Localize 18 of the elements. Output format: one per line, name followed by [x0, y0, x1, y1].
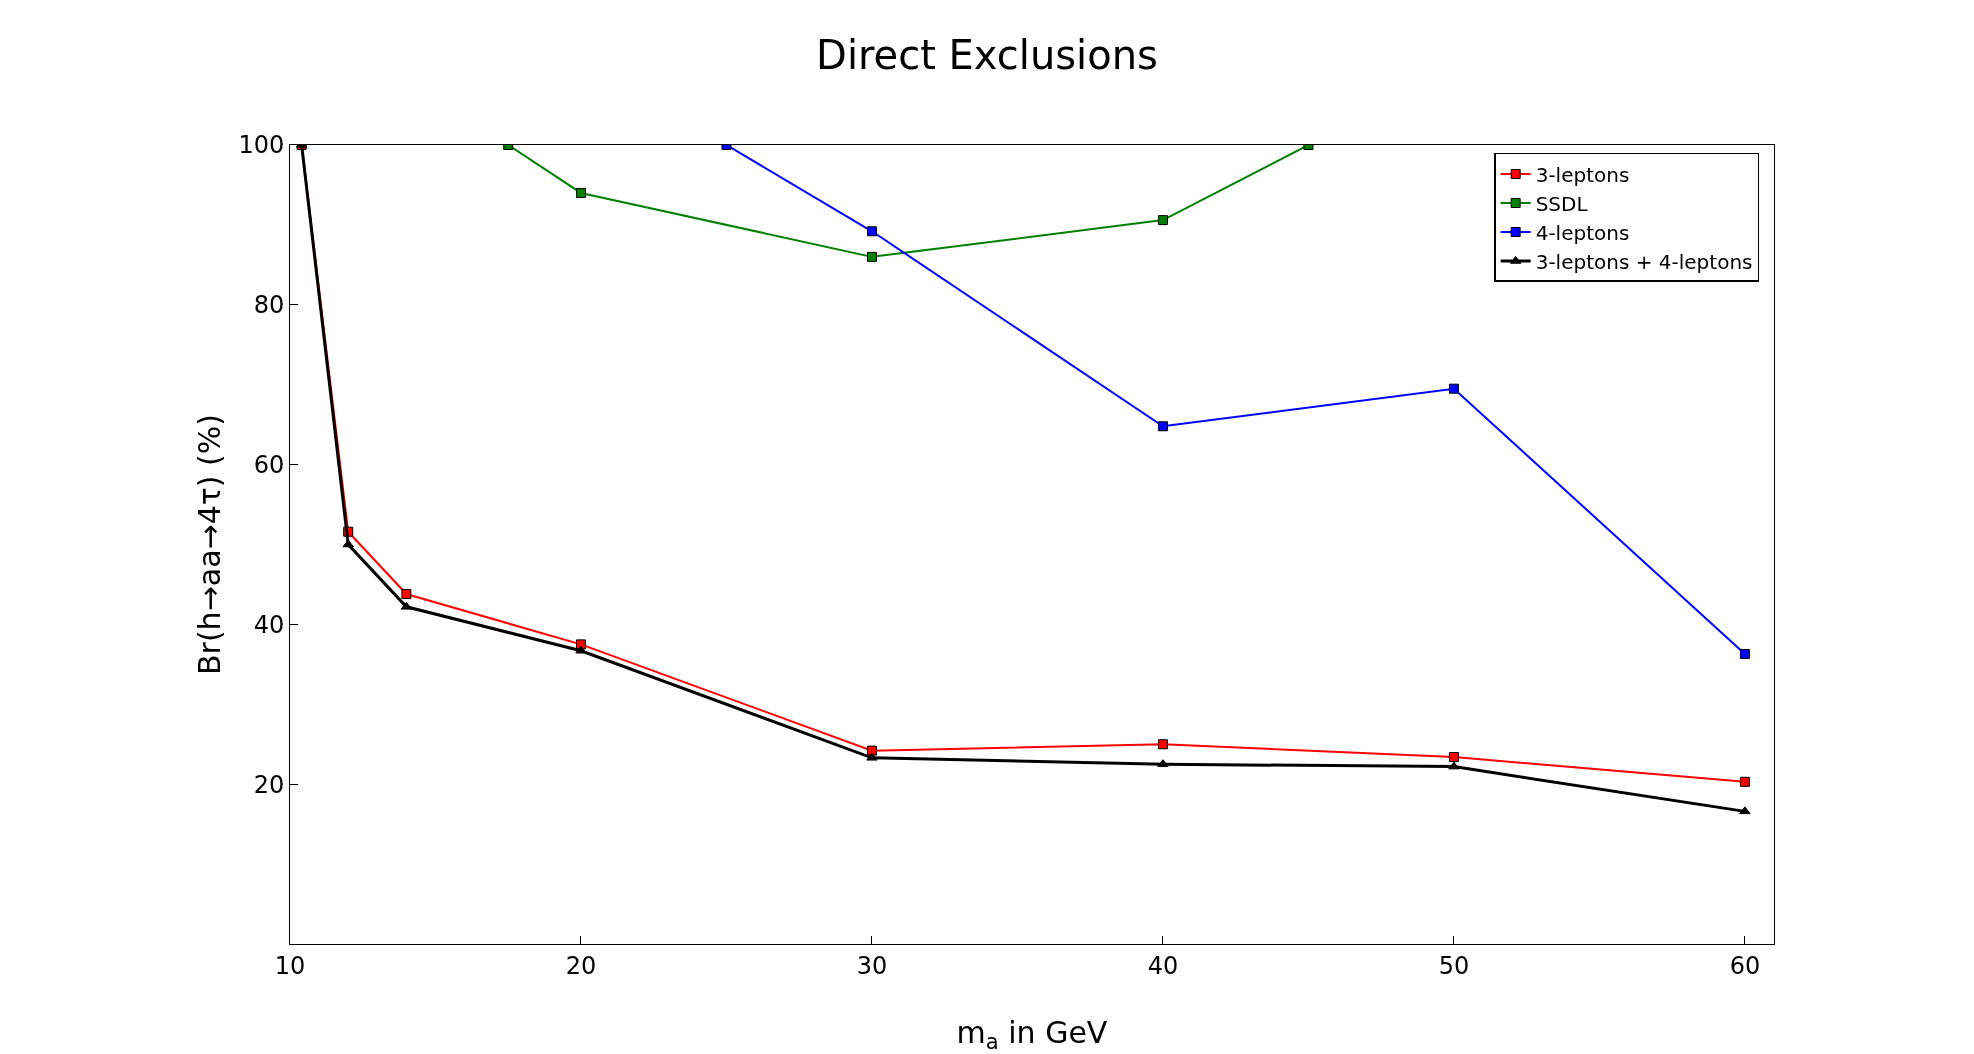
- x-tick-label: 50: [1438, 951, 1470, 980]
- legend-label: 3-leptons: [1535, 162, 1630, 187]
- x-tick-label: 20: [565, 951, 597, 980]
- y-tick-label: 20: [253, 770, 285, 799]
- x-axis-title: m$_{a}$ in GeV: [956, 1014, 1108, 1054]
- y-tick-label: 40: [253, 610, 285, 639]
- y-tick-label: 100: [238, 131, 285, 160]
- x-tick-label: 40: [1147, 951, 1179, 980]
- legend-label: 4-leptons: [1535, 220, 1630, 245]
- y-tick-label: 80: [253, 291, 285, 320]
- x-tick-label: 10: [274, 951, 306, 980]
- y-tick-label: 60: [253, 451, 285, 479]
- chart-title: Direct Exclusions: [816, 31, 1158, 78]
- legend-label: 3-leptons + 4-leptons: [1535, 249, 1753, 274]
- legend-label: SSDL: [1535, 191, 1589, 216]
- x-tick-label: 30: [856, 951, 888, 980]
- x-tick-label: 60: [1729, 951, 1761, 980]
- y-axis-title: Br(h→aa→4τ) (%): [192, 414, 227, 675]
